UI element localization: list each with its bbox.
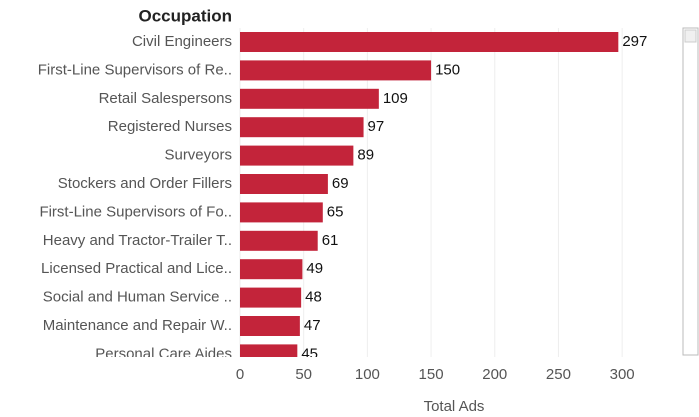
value-label: 109 bbox=[383, 90, 408, 107]
bar bbox=[240, 88, 379, 109]
bar bbox=[240, 60, 432, 81]
value-label: 97 bbox=[368, 118, 385, 135]
category-label: Social and Human Service .. bbox=[43, 289, 232, 306]
x-tick-label: 100 bbox=[355, 366, 380, 383]
value-label: 89 bbox=[357, 147, 374, 164]
category-label: Civil Engineers bbox=[132, 33, 232, 50]
bar bbox=[240, 230, 318, 251]
category-header: Occupation bbox=[138, 6, 232, 25]
value-label: 61 bbox=[322, 232, 339, 249]
scroll-thumb[interactable] bbox=[684, 29, 697, 43]
x-axis-label: Total Ads bbox=[424, 398, 485, 415]
x-tick-label: 150 bbox=[419, 366, 444, 383]
bar bbox=[240, 287, 302, 308]
value-label: 45 bbox=[301, 345, 318, 362]
value-label: 48 bbox=[305, 289, 322, 306]
category-label: First-Line Supervisors of Re.. bbox=[38, 61, 232, 78]
x-tick-label: 50 bbox=[295, 366, 312, 383]
category-label: Maintenance and Repair W.. bbox=[43, 317, 232, 334]
x-tick-label: 300 bbox=[610, 366, 635, 383]
bar bbox=[240, 174, 328, 194]
category-label: Registered Nurses bbox=[108, 118, 232, 135]
bar bbox=[240, 145, 354, 166]
x-tick-label: 200 bbox=[482, 366, 507, 383]
bar bbox=[240, 32, 619, 52]
category-label: Surveyors bbox=[164, 147, 232, 164]
value-label: 150 bbox=[435, 61, 460, 78]
category-label: Personal Care Aides bbox=[95, 345, 232, 362]
category-label: Licensed Practical and Lice.. bbox=[41, 260, 232, 277]
bar bbox=[240, 202, 323, 223]
x-tick-label: 0 bbox=[236, 366, 244, 383]
value-label: 49 bbox=[306, 260, 323, 277]
category-label: Retail Salespersons bbox=[99, 90, 232, 107]
category-label: First-Line Supervisors of Fo.. bbox=[39, 203, 232, 220]
bar bbox=[240, 344, 298, 357]
scrollbar[interactable] bbox=[682, 27, 699, 356]
value-label: 47 bbox=[304, 317, 321, 334]
bar bbox=[240, 117, 364, 138]
category-label: Heavy and Tractor-Trailer T.. bbox=[43, 232, 232, 249]
x-tick-label: 250 bbox=[546, 366, 571, 383]
bar bbox=[240, 259, 303, 280]
value-label: 69 bbox=[332, 175, 349, 192]
value-label: 65 bbox=[327, 203, 344, 220]
value-label: 297 bbox=[622, 33, 647, 50]
category-label: Stockers and Order Fillers bbox=[58, 175, 232, 192]
bar bbox=[240, 316, 300, 336]
plot-area: Civil Engineers 297 First-Line Supervisors… bbox=[38, 28, 647, 362]
